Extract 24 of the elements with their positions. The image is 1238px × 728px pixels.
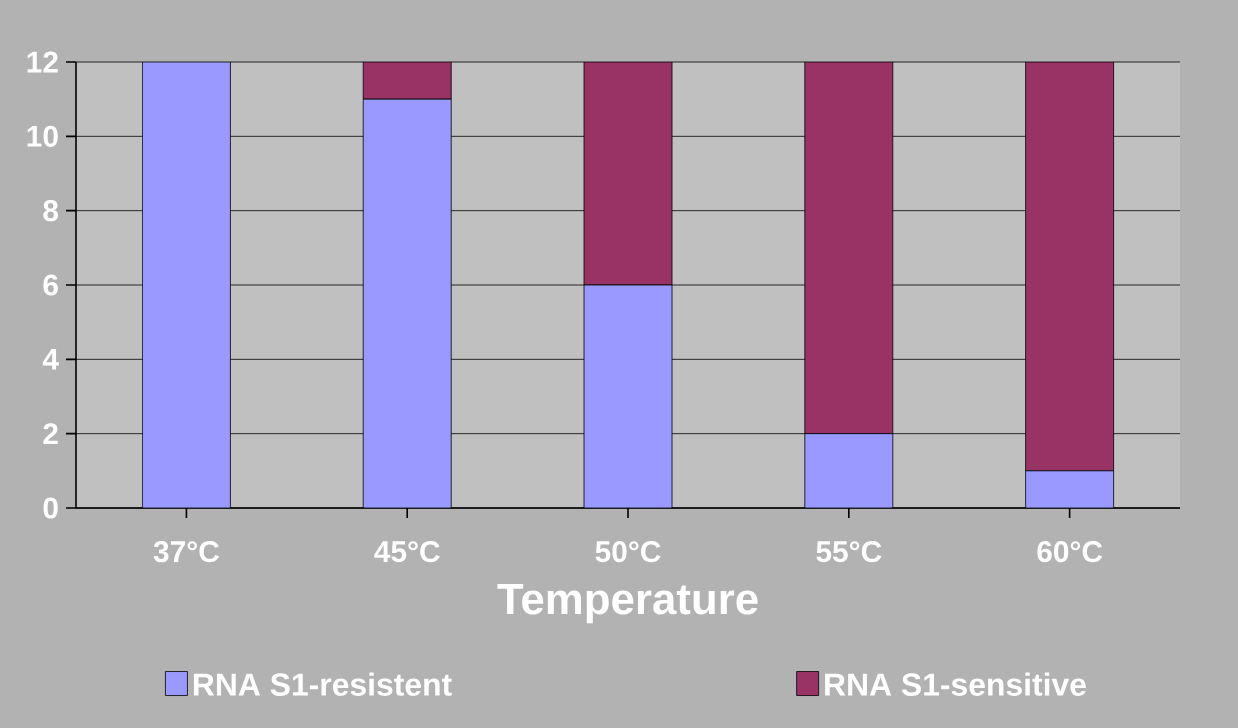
x-tick-label: 60°C (1037, 541, 1103, 563)
y-tick-label: 2 (43, 423, 58, 445)
y-tick-label: 6 (43, 274, 58, 296)
y-tick-label: 10 (27, 125, 58, 147)
x-axis-title: Temperature (497, 583, 758, 624)
bar (362, 61, 452, 100)
y-tick-label: 4 (42, 349, 59, 370)
legend-label: RNA S1-resistent (193, 672, 452, 696)
bar (804, 433, 894, 508)
y-tick-label: 0 (43, 497, 58, 519)
y-tick-label: 12 (27, 51, 58, 73)
bar (362, 98, 452, 508)
bar (1025, 61, 1115, 472)
y-tick-label: 8 (43, 200, 59, 222)
x-tick-label: 50°C (595, 541, 661, 563)
bar (1025, 470, 1115, 508)
x-tick-label: 55°C (816, 541, 882, 563)
bar (583, 61, 673, 286)
legend-label: RNA S1-sensitive (825, 672, 1086, 696)
bar (142, 61, 231, 508)
bar (804, 61, 894, 435)
bar (583, 284, 673, 508)
x-tick-label: 37°C (153, 541, 219, 563)
x-tick-label: 45°C (374, 541, 440, 563)
